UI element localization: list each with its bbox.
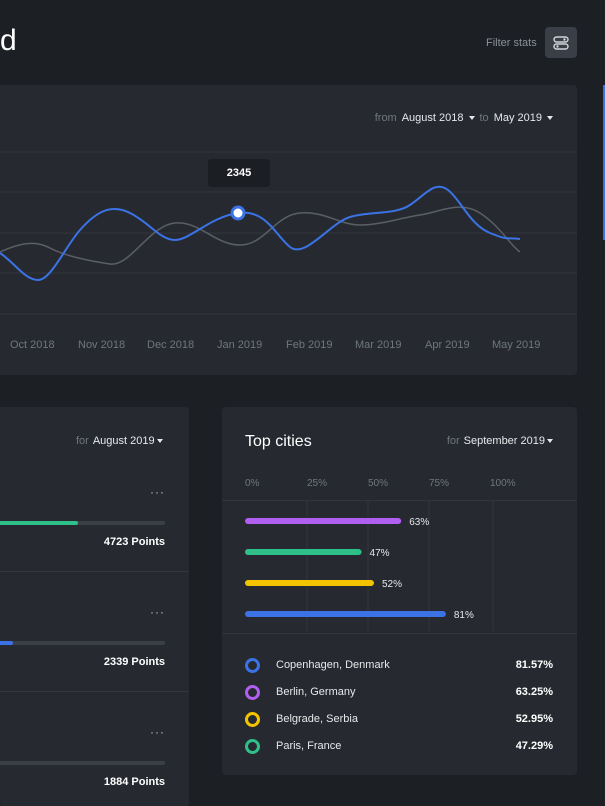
city-bar-label: 81% — [454, 610, 474, 621]
to-date-dropdown[interactable]: May 2019 — [494, 112, 553, 124]
grid-lines — [0, 151, 577, 315]
city-bar-label: 63% — [409, 517, 429, 528]
to-date-value: May 2019 — [493, 112, 542, 124]
city-percent: 81.57% — [515, 659, 553, 671]
city-bar-label: 47% — [370, 548, 390, 559]
for-label: for — [446, 435, 460, 447]
x-tick-label: Mar 2019 — [355, 339, 402, 351]
period-value: September 2019 — [463, 435, 545, 447]
progress-bar — [0, 761, 165, 765]
date-range: from August 2018 to May 2019 — [375, 112, 553, 124]
city-name: Copenhagen, Denmark — [276, 659, 390, 671]
divider — [0, 691, 189, 692]
highlighted-point — [230, 205, 246, 221]
points-card: for August 2019 ··· 4723 Points ··· 2339… — [0, 407, 189, 806]
city-bar — [245, 611, 446, 617]
more-options-icon[interactable]: ··· — [150, 485, 165, 499]
x-tick-label: Jan 2019 — [217, 339, 263, 351]
x-tick-label: Dec 2018 — [147, 339, 195, 351]
points-value: 4723 Points — [103, 536, 165, 548]
period-value: August 2019 — [92, 435, 155, 447]
chevron-down-icon — [468, 116, 475, 120]
x-tick-label: Oct 2018 — [10, 339, 55, 351]
legend-row: Belgrade, Serbia 52.95% — [245, 711, 553, 727]
more-options-icon[interactable]: ··· — [150, 725, 165, 739]
chevron-down-icon — [547, 439, 553, 443]
period-selector[interactable]: for September 2019 — [447, 435, 553, 447]
legend-row: Paris, France 47.29% — [245, 738, 553, 754]
divider — [222, 633, 577, 634]
from-date-value: August 2018 — [401, 112, 464, 124]
city-bar — [245, 549, 362, 555]
period-dropdown[interactable]: September 2019 — [464, 435, 553, 447]
period-selector[interactable]: for August 2019 — [76, 435, 163, 447]
chevron-down-icon — [156, 439, 163, 443]
city-name: Paris, France — [276, 740, 342, 752]
main-series-line — [0, 185, 521, 282]
filter-stats-button[interactable] — [545, 27, 577, 58]
city-bar — [245, 518, 402, 524]
axis-tick-label: 100% — [490, 478, 516, 489]
value-tooltip: 2345 — [208, 159, 270, 187]
line-chart — [0, 151, 577, 315]
divider — [0, 571, 189, 572]
city-percent: 52.95% — [515, 713, 553, 725]
points-value: 1884 Points — [103, 776, 165, 788]
progress-fill — [0, 641, 14, 645]
progress-bar — [0, 521, 165, 525]
city-color-icon — [245, 684, 260, 700]
line-chart-card: from August 2018 to May 2019 2345 Oct 20… — [0, 85, 577, 375]
axis-tick-label: 25% — [307, 478, 328, 489]
top-cities-card: Top cities for September 2019 0% 25% 50%… — [222, 407, 577, 775]
scroll-indicator[interactable] — [603, 85, 605, 240]
card-title: Top cities — [245, 433, 312, 450]
city-bar — [245, 580, 374, 586]
city-bar-label: 52% — [382, 579, 402, 590]
from-label: from — [374, 112, 397, 124]
points-value: 2339 Points — [103, 656, 165, 668]
progress-fill — [0, 521, 78, 525]
period-dropdown[interactable]: August 2019 — [93, 435, 163, 447]
from-date-dropdown[interactable]: August 2018 — [402, 112, 475, 124]
toggle-filters-icon — [553, 35, 569, 50]
legend-row: Berlin, Germany 63.25% — [245, 684, 553, 700]
divider — [222, 500, 577, 501]
progress-bar — [0, 641, 165, 645]
x-tick-label: Feb 2019 — [286, 339, 333, 351]
axis-tick-label: 75% — [429, 478, 450, 489]
cities-bar-chart: 63% 47% 52% 81% — [245, 501, 494, 631]
more-options-icon[interactable]: ··· — [150, 605, 165, 619]
x-tick-label: May 2019 — [492, 339, 541, 351]
city-color-icon — [245, 738, 260, 754]
comparison-series-line — [0, 206, 521, 265]
x-tick-label: Apr 2019 — [425, 339, 470, 351]
filter-stats-label: Filter stats — [486, 37, 537, 49]
axis-tick-label: 50% — [368, 478, 389, 489]
legend-row: Copenhagen, Denmark 81.57% — [245, 657, 553, 673]
to-label: to — [479, 112, 489, 124]
chevron-down-icon — [547, 116, 553, 120]
axis-tick-label: 0% — [245, 478, 260, 489]
for-label: for — [76, 435, 89, 447]
city-color-icon — [245, 711, 260, 727]
page-title: d — [0, 24, 17, 57]
city-name: Berlin, Germany — [276, 686, 356, 698]
city-name: Belgrade, Serbia — [276, 713, 358, 725]
city-percent: 63.25% — [515, 686, 553, 698]
x-tick-label: Nov 2018 — [78, 339, 126, 351]
city-percent: 47.29% — [515, 740, 553, 752]
city-color-icon — [245, 657, 260, 673]
